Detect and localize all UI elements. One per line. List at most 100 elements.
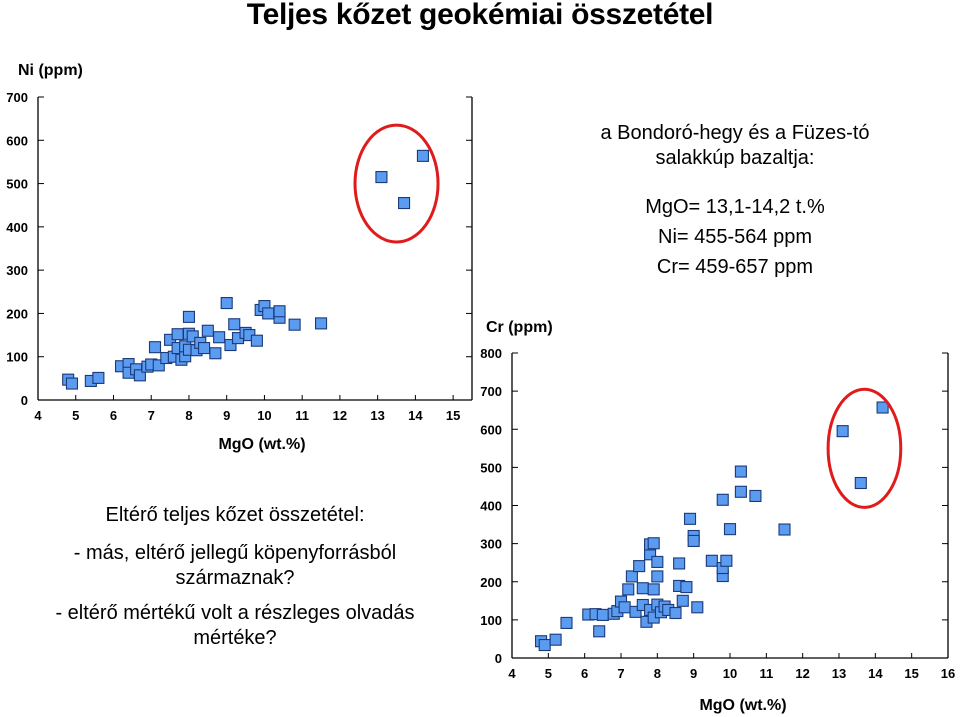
x-tick-label: 14 xyxy=(408,408,423,423)
data-point xyxy=(152,359,165,372)
data-point xyxy=(633,560,646,573)
data-point xyxy=(224,338,237,352)
question-2-line-1: - eltérő mértékű volt a részleges olvadá… xyxy=(55,602,415,624)
data-point xyxy=(651,570,664,583)
data-point xyxy=(680,581,693,594)
y-tick-label: 200 xyxy=(6,306,28,321)
data-point xyxy=(182,310,196,323)
x-tick-label: 13 xyxy=(832,666,846,681)
y-tick-label: 200 xyxy=(480,575,502,590)
page-title: Teljes kőzet geokémiai összetétel xyxy=(246,0,714,31)
data-point xyxy=(778,523,791,536)
data-point xyxy=(687,534,700,548)
data-point xyxy=(133,369,146,382)
x-tick-label: 8 xyxy=(185,408,192,423)
data-point xyxy=(854,476,867,490)
data-point xyxy=(734,465,747,478)
question-1-line-2: származnak? xyxy=(175,567,295,589)
info-line-locality: a Bondoró-hegy és a Füzes-tó xyxy=(600,122,870,144)
data-point xyxy=(288,318,301,331)
question-2-line-2: mértéke? xyxy=(193,627,277,649)
info-line-cr: Cr= 459-657 ppm xyxy=(656,256,814,278)
x-tick-label: 15 xyxy=(904,666,918,681)
y-tick-label: 400 xyxy=(6,220,28,235)
y-axis-title: Ni (ppm) xyxy=(18,62,83,79)
x-tick-label: 9 xyxy=(223,408,230,423)
plot-area xyxy=(38,97,472,400)
x-tick-label: 4 xyxy=(508,666,516,681)
data-point xyxy=(538,638,551,652)
data-point xyxy=(625,570,638,583)
question-1-line-1: - más, eltérő jellegű köpenyforrásból xyxy=(73,542,397,564)
y-tick-label: 300 xyxy=(480,537,502,552)
x-tick-label: 5 xyxy=(545,666,552,681)
y-tick-label: 100 xyxy=(480,613,502,628)
bondoro-fuzes-info-box: a Bondoró-hegy és a Füzes-tó salakkúp ba… xyxy=(560,121,910,280)
data-point xyxy=(629,605,642,618)
info-line-ni: Ni= 455-564 ppm xyxy=(658,226,812,248)
y-axis-title: Cr (ppm) xyxy=(486,319,553,336)
data-point xyxy=(734,485,747,498)
y-tick-label: 700 xyxy=(6,90,28,105)
y-tick-label: 500 xyxy=(480,460,502,475)
y-tick-label: 0 xyxy=(21,393,28,408)
y-tick-label: 700 xyxy=(480,384,502,399)
x-tick-label: 7 xyxy=(148,408,155,423)
x-tick-label: 10 xyxy=(723,666,737,681)
data-point xyxy=(691,601,704,614)
x-tick-label: 9 xyxy=(690,666,697,681)
high-mgo-highlight-ellipse xyxy=(353,123,440,244)
data-point xyxy=(716,493,729,506)
x-tick-label: 15 xyxy=(446,408,460,423)
x-tick-label: 12 xyxy=(795,666,809,681)
data-point xyxy=(560,616,573,629)
data-point xyxy=(549,633,562,646)
data-point xyxy=(647,583,660,596)
data-point xyxy=(375,171,388,184)
x-tick-label: 11 xyxy=(759,666,773,681)
y-tick-label: 0 xyxy=(495,651,502,666)
x-tick-label: 6 xyxy=(581,666,588,681)
data-point xyxy=(148,341,162,354)
info-line-rock: salakkúp bazaltja: xyxy=(655,147,815,169)
data-point xyxy=(705,554,718,567)
x-tick-label: 10 xyxy=(257,408,271,423)
x-tick-label: 12 xyxy=(333,408,347,423)
data-point xyxy=(593,625,606,638)
data-point xyxy=(220,296,233,310)
data-point xyxy=(669,606,682,620)
x-axis-title: MgO (wt.%) xyxy=(218,436,305,453)
x-tick-label: 4 xyxy=(34,408,42,423)
y-tick-label: 100 xyxy=(6,350,28,365)
data-point xyxy=(647,537,660,550)
y-tick-label: 600 xyxy=(480,422,502,437)
x-tick-label: 14 xyxy=(868,666,883,681)
data-point xyxy=(622,583,635,596)
data-point xyxy=(636,582,649,595)
data-point xyxy=(683,512,697,525)
info-line-mgo: MgO= 13,1-14,2 t.% xyxy=(645,196,825,218)
data-point xyxy=(749,489,762,503)
data-point xyxy=(92,371,105,384)
data-point xyxy=(673,557,686,570)
y-tick-label: 500 xyxy=(6,177,28,192)
data-point xyxy=(209,347,222,360)
y-tick-label: 400 xyxy=(480,499,502,514)
data-point xyxy=(228,318,241,331)
data-point xyxy=(836,425,849,438)
x-tick-label: 8 xyxy=(654,666,661,681)
questions-heading: Eltérő teljes kőzet összetétel: xyxy=(105,504,365,526)
data-point xyxy=(618,601,631,614)
data-point xyxy=(596,608,609,621)
x-axis-title: MgO (wt.%) xyxy=(699,697,786,714)
data-point xyxy=(876,401,889,414)
data-point xyxy=(398,197,411,210)
data-point xyxy=(651,555,664,568)
data-point xyxy=(250,334,263,347)
data-point xyxy=(720,554,733,567)
data-point xyxy=(273,305,286,318)
x-tick-label: 6 xyxy=(110,408,117,423)
x-tick-label: 13 xyxy=(370,408,384,423)
